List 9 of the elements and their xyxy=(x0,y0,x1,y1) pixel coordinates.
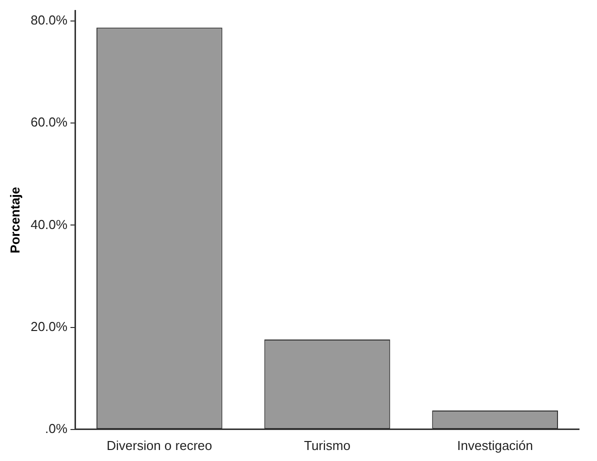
y-tick-label: 60.0% xyxy=(30,114,68,130)
x-tick-label: Investigación xyxy=(457,438,534,453)
y-tick-label: .0% xyxy=(45,420,68,436)
x-tick-label: Turismo xyxy=(304,438,350,453)
y-tick-label: 20.0% xyxy=(30,318,68,334)
y-axis-title: Porcentaje xyxy=(7,186,22,254)
x-tick-label: Diversion o recreo xyxy=(106,438,212,453)
y-tick-label: 80.0% xyxy=(30,12,68,28)
y-tick-label: 40.0% xyxy=(30,216,68,232)
